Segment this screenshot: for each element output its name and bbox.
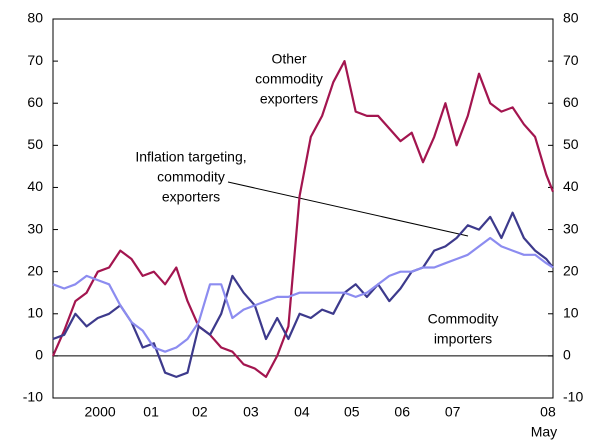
annotation: exporters xyxy=(260,91,318,107)
y2-tick-label: 10 xyxy=(563,304,579,320)
x-tick-label: 06 xyxy=(394,404,410,420)
x-tick-label: 02 xyxy=(192,404,208,420)
y2-tick-label: 60 xyxy=(563,94,579,110)
y-tick-label: 0 xyxy=(35,347,43,363)
annotation: importers xyxy=(434,331,492,347)
y2-tick-label: -10 xyxy=(563,389,583,405)
y-tick-label: 10 xyxy=(27,304,43,320)
x-tick-label: 04 xyxy=(294,404,310,420)
y2-tick-label: 40 xyxy=(563,178,579,194)
annotation: commodity xyxy=(255,71,323,87)
y2-tick-label: 20 xyxy=(563,262,579,278)
series-line xyxy=(52,211,554,378)
x-tick-label: 01 xyxy=(143,404,159,420)
plot-frame xyxy=(52,18,554,399)
y2-tick-label: 70 xyxy=(563,52,579,68)
annotation: Commodity xyxy=(428,311,499,327)
annotation: Other xyxy=(271,51,306,67)
x-tick-label: 07 xyxy=(445,404,461,420)
x-tick-label: 2000 xyxy=(85,404,116,420)
annotation: Inflation targeting, xyxy=(135,149,246,165)
y2-tick-label: 80 xyxy=(563,10,579,26)
x-note: May xyxy=(531,424,557,440)
y2-tick-label: 50 xyxy=(563,136,579,152)
y-tick-label: 40 xyxy=(27,178,43,194)
y-tick-label: 70 xyxy=(27,52,43,68)
series-line xyxy=(51,60,555,378)
y-tick-label: 30 xyxy=(27,220,43,236)
annotation: commodity xyxy=(157,169,225,185)
x-tick-label: 03 xyxy=(243,404,259,420)
y-tick-label: -10 xyxy=(23,389,43,405)
y2-tick-label: 0 xyxy=(563,347,571,363)
leader-line xyxy=(227,181,469,237)
y-tick-label: 20 xyxy=(27,262,43,278)
x-tick-label: 05 xyxy=(344,404,360,420)
y-tick-label: 60 xyxy=(27,94,43,110)
y-tick-label: 50 xyxy=(27,136,43,152)
x-tick-label: 08 xyxy=(540,404,556,420)
series-line xyxy=(52,236,554,353)
y-tick-label: 80 xyxy=(27,10,43,26)
annotation: exporters xyxy=(162,189,220,205)
y2-tick-label: 30 xyxy=(563,220,579,236)
